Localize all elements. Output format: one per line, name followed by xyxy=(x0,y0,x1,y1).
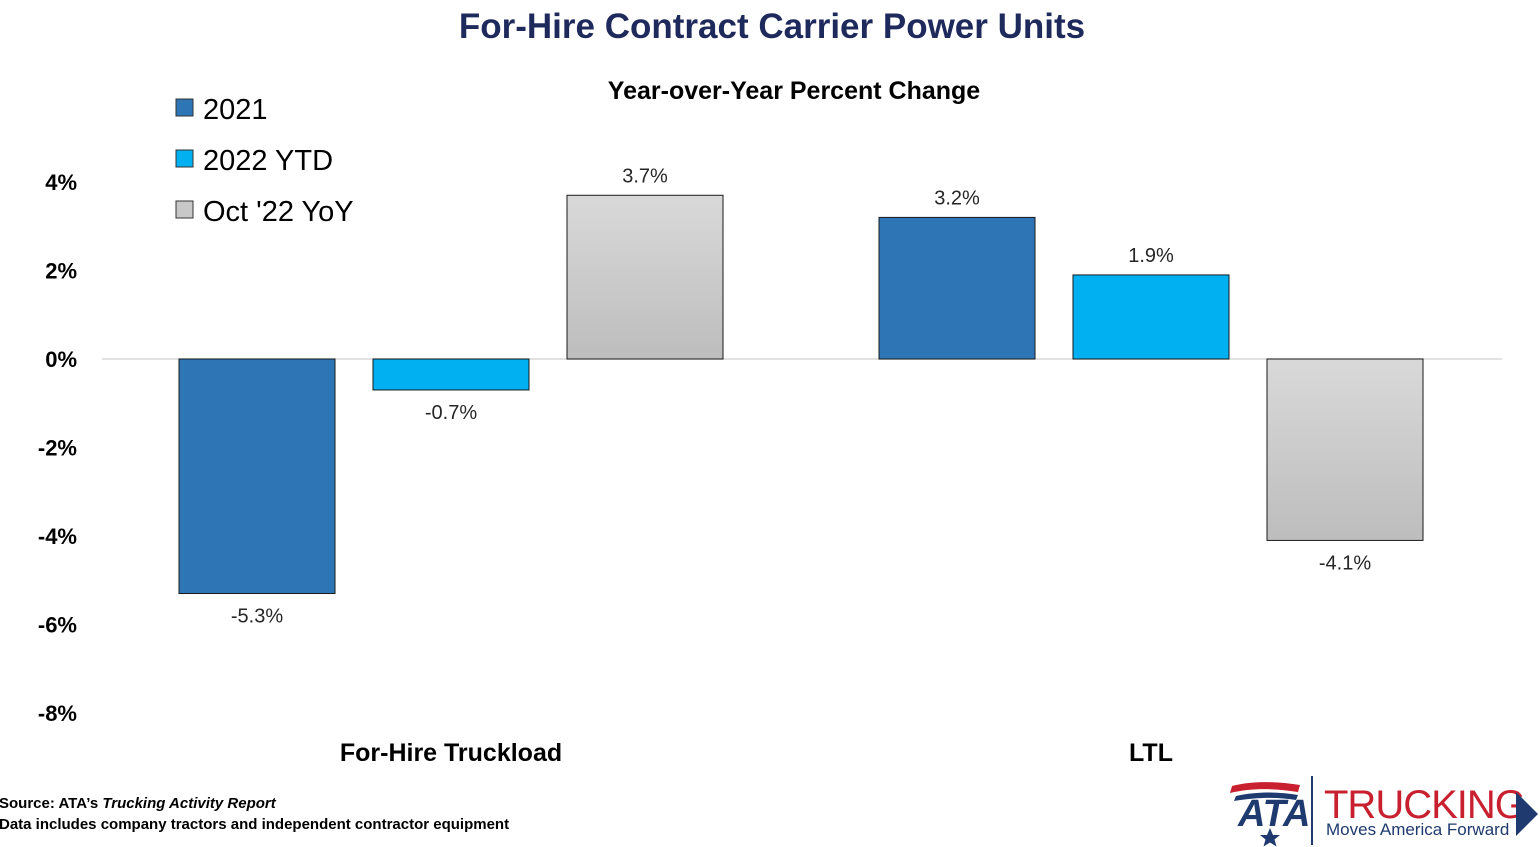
legend-label: 2022 YTD xyxy=(203,145,333,177)
logo-stripe-red xyxy=(1230,782,1300,793)
source-prefix: Source: ATA’s xyxy=(0,795,102,812)
y-tick-label: -4% xyxy=(38,524,77,549)
data-label: -4.1% xyxy=(1319,552,1371,574)
logo-star-icon xyxy=(1260,828,1280,847)
y-tick-label: 2% xyxy=(45,259,77,284)
data-note: Data includes company tractors and indep… xyxy=(0,816,509,833)
logo-trucking-text: TRUCKING xyxy=(1324,783,1525,827)
legend-swatch xyxy=(175,149,194,168)
bar-2022-ytd-for-hire-truckload xyxy=(372,358,530,391)
legend: 2021 2022 YTD Oct '22 YoY xyxy=(175,94,354,228)
logo-stripe-blue xyxy=(1234,792,1298,801)
y-tick-label: 4% xyxy=(45,170,77,195)
bar-2022-ytd-ltl xyxy=(1072,274,1230,360)
y-tick-label: 0% xyxy=(45,347,77,372)
source-report: Trucking Activity Report xyxy=(102,795,276,812)
category-label: For-Hire Truckload xyxy=(340,739,562,767)
ata-logo: ATA TRUCKING Moves America Forward xyxy=(1230,776,1538,847)
chart-title: For-Hire Contract Carrier Power Units xyxy=(459,7,1085,46)
bar-2021-ltl xyxy=(878,216,1036,360)
x-axis-categories: For-Hire Truckload LTL xyxy=(340,739,1173,767)
legend-label: Oct '22 YoY xyxy=(203,196,354,228)
legend-swatch xyxy=(175,98,194,117)
bar-oct-22-yoy-for-hire-truckload xyxy=(566,194,724,360)
y-tick-label: -2% xyxy=(38,436,77,461)
logo-arrow-icon xyxy=(1516,792,1538,836)
category-label: LTL xyxy=(1129,739,1173,767)
y-axis: 4% 2% 0% -2% -4% -6% -8% xyxy=(38,170,77,726)
bar-series xyxy=(178,194,1424,595)
data-label: 3.2% xyxy=(934,187,980,209)
data-label: -0.7% xyxy=(425,402,477,424)
data-label: 3.7% xyxy=(622,165,668,187)
data-labels: -5.3% -0.7% 3.7% 3.2% 1.9% -4.1% xyxy=(231,165,1371,627)
bar-2021-for-hire-truckload xyxy=(178,358,336,595)
chart-subtitle: Year-over-Year Percent Change xyxy=(608,77,980,105)
legend-label: 2021 xyxy=(203,94,268,126)
bar-oct-22-yoy-ltl xyxy=(1266,358,1424,541)
data-label: 1.9% xyxy=(1128,245,1174,267)
logo-tagline: Moves America Forward xyxy=(1326,820,1509,839)
legend-swatch xyxy=(175,200,194,219)
data-label: -5.3% xyxy=(231,606,283,628)
source-note: Source: ATA’s Trucking Activity Report xyxy=(0,795,277,812)
y-tick-label: -6% xyxy=(38,613,77,638)
y-tick-label: -8% xyxy=(38,701,77,726)
logo-ata-text: ATA xyxy=(1237,793,1310,835)
